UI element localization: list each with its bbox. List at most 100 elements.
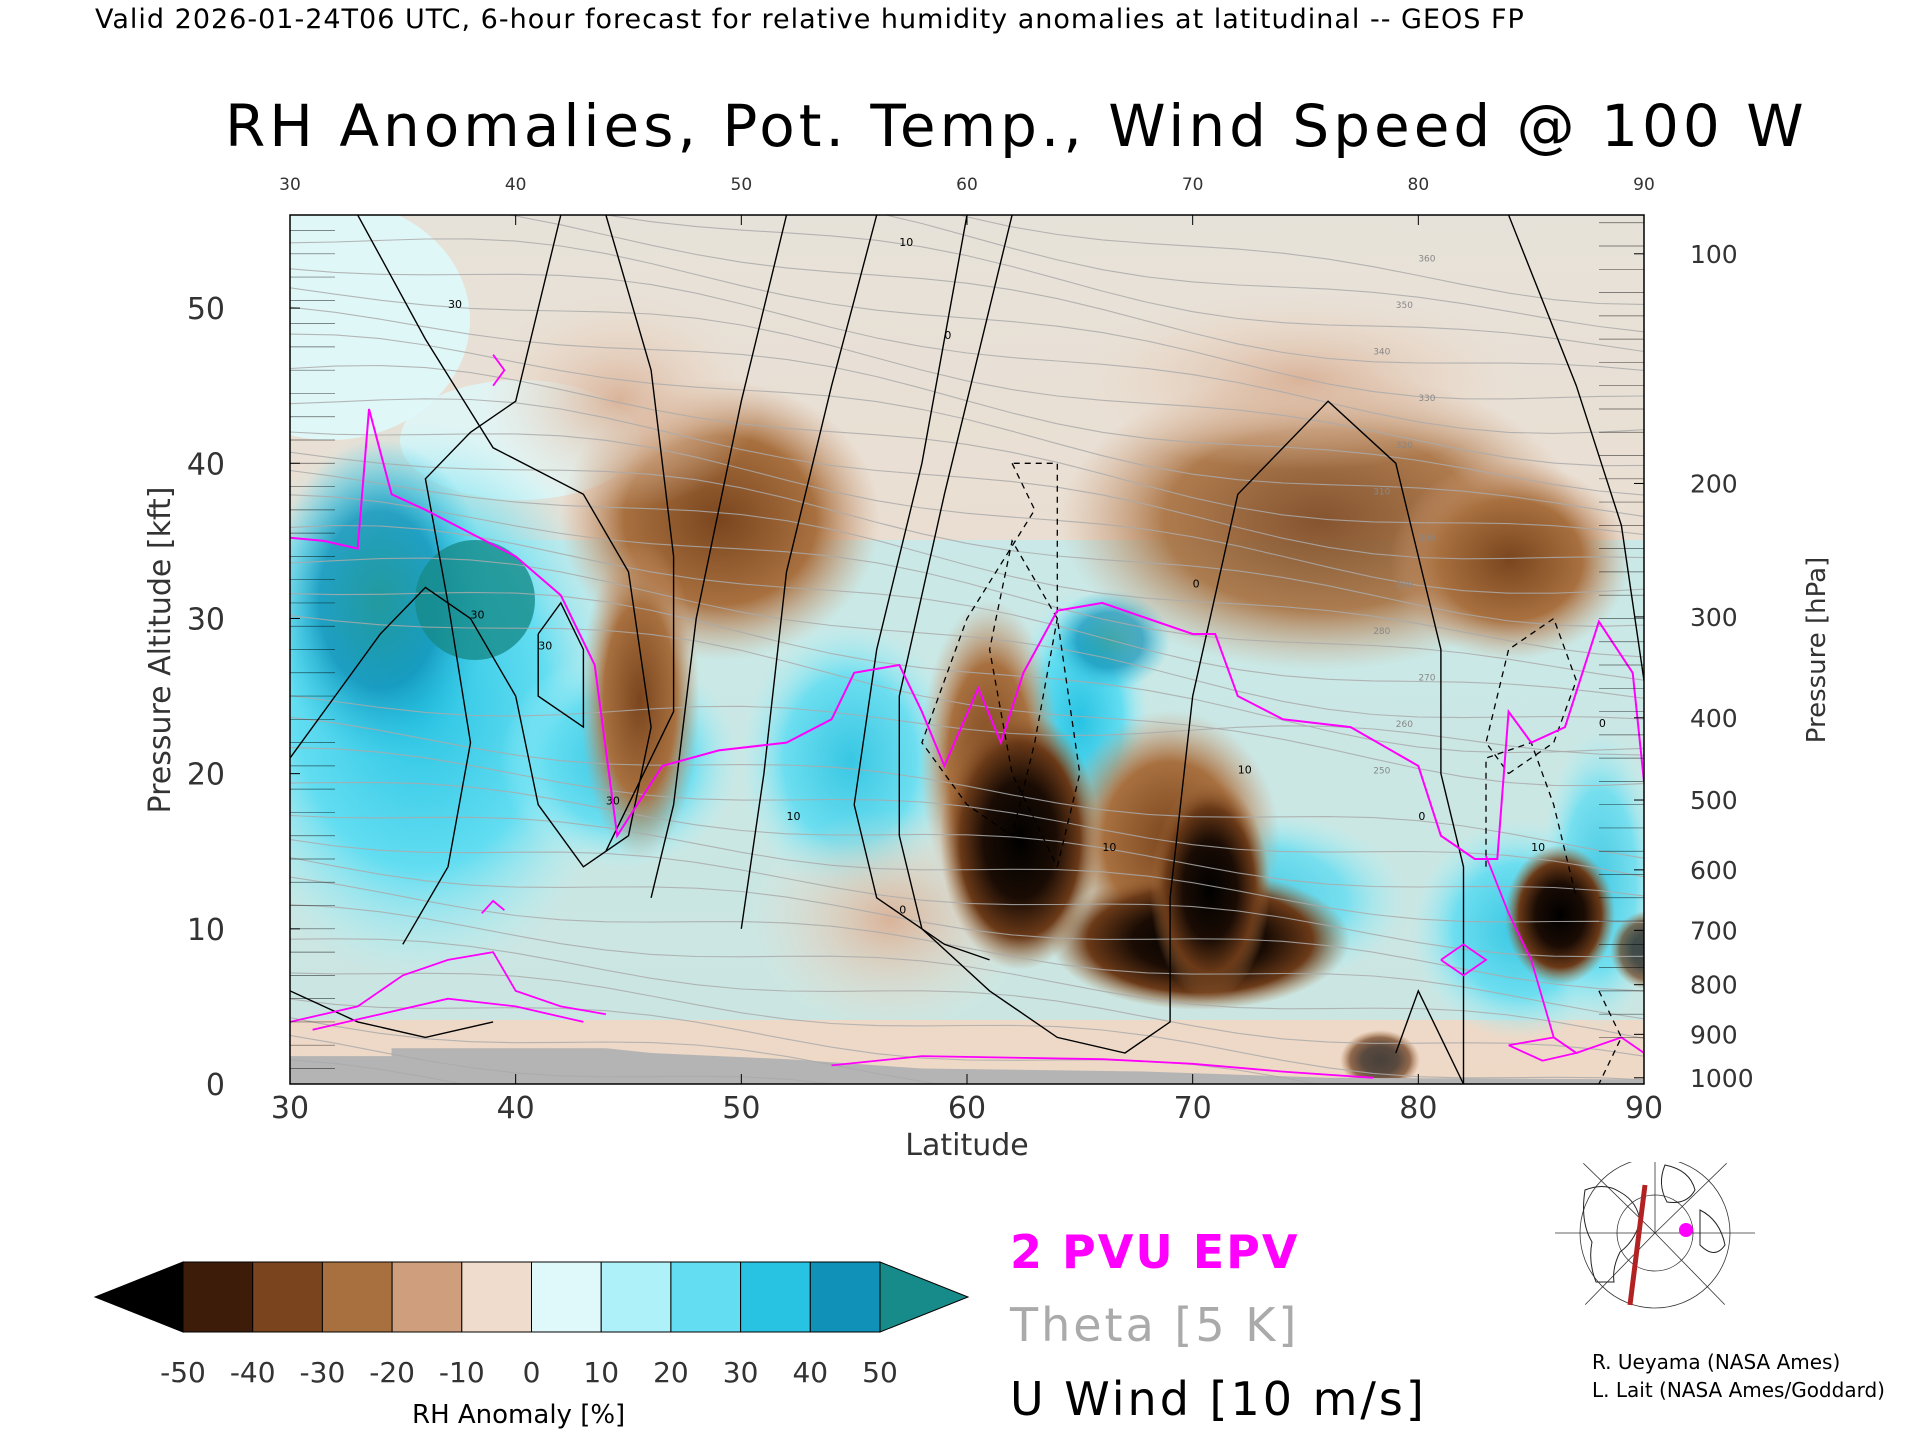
y-tick-label-right: 200 [1690, 469, 1738, 498]
theta-label: 310 [1373, 487, 1390, 497]
u-wind-label: 0 [1193, 577, 1200, 590]
u-wind-line [290, 215, 652, 868]
theta-line [290, 694, 1644, 756]
theta-label: 350 [1396, 301, 1413, 311]
x-tick-label-top: 60 [956, 175, 978, 195]
colorbar-box [600, 1261, 672, 1333]
theta-line [290, 494, 1644, 681]
u-wind-label: 10 [1531, 841, 1545, 854]
u-wind-label: 0 [899, 903, 906, 916]
theta-label: 370 [1373, 208, 1390, 218]
legend-theta: Theta [5 K] [1010, 1298, 1300, 1352]
u-wind-line [650, 215, 788, 898]
u-wind-line [740, 215, 878, 929]
colorbar-box [670, 1261, 742, 1333]
x-tick-label: 90 [1625, 1091, 1663, 1126]
theta-line [290, 364, 1644, 536]
x-tick-label-top: 50 [731, 175, 753, 195]
u-wind-negative-line [921, 462, 1058, 837]
theta-line [290, 287, 1644, 467]
colorbar-max-triangle [879, 1261, 970, 1333]
valid-time-header: Valid 2026-01-24T06 UTC, 6-hour forecast… [95, 4, 1525, 35]
u-wind-line [605, 215, 675, 852]
colorbar-tick-label: 30 [723, 1356, 759, 1389]
theta-label: 340 [1373, 348, 1390, 358]
y-tick-label-left: 20 [187, 758, 225, 793]
theta-line [290, 747, 1644, 878]
u-wind-line [290, 990, 494, 1039]
terrain-shape [290, 1048, 1644, 1084]
x-tick-label-top: 40 [505, 175, 527, 195]
u-wind-label: 30 [538, 640, 552, 653]
colorbar-box [321, 1261, 393, 1333]
colorbar-box [461, 1261, 532, 1333]
pvu-line-segment [1440, 943, 1488, 977]
pvu-line-segment [290, 951, 607, 1023]
colorbar-box [740, 1261, 811, 1333]
pvu-line [290, 408, 1644, 860]
y-tick-label-right: 800 [1690, 971, 1738, 1000]
u-wind-label: 0 [1599, 717, 1606, 730]
theta-line [290, 1017, 944, 1084]
x-tick-label: 60 [948, 1091, 986, 1126]
x-axis-label: Latitude [905, 1128, 1028, 1163]
u-wind-line [898, 215, 1465, 1084]
x-tick-label: 40 [497, 1091, 535, 1126]
y-axis-left-label: Pressure Altitude [kft] [143, 487, 178, 814]
y-tick-label-right: 1000 [1690, 1064, 1754, 1093]
theta-line [290, 333, 1644, 517]
theta-line [290, 839, 1644, 958]
theta-line [290, 469, 1644, 658]
theta-label: 260 [1396, 720, 1413, 730]
x-tick-label-top: 80 [1408, 175, 1430, 195]
legend-pvu: 2 PVU EPV [1010, 1225, 1300, 1279]
colorbar-tick-label: -50 [160, 1356, 206, 1389]
pvu-line-segment [312, 997, 584, 1031]
theta-label: 330 [1418, 394, 1435, 404]
theta-line [290, 431, 1644, 594]
chart-title: RH Anomalies, Pot. Temp., Wind Speed @ 1… [225, 92, 1808, 160]
x-tick-label-top: 70 [1182, 175, 1204, 195]
x-tick-label-top: 30 [279, 175, 301, 195]
x-tick-label: 70 [1174, 1091, 1212, 1126]
y-tick-label-left: 40 [187, 447, 225, 482]
colorbar: -50 -40 -30 -20 -10 0 10 20 30 40 50 [93, 1261, 970, 1389]
u-wind-label: 0 [944, 329, 951, 342]
x-tick-label: 30 [271, 1091, 309, 1126]
theta-label: 380 [1396, 161, 1413, 171]
x-tick-label: 80 [1399, 1091, 1437, 1126]
theta-label: 410 [1396, 22, 1413, 32]
x-tick-label: 50 [722, 1091, 760, 1126]
axes: 3030404050506060707080809090010203040501… [187, 175, 1754, 1126]
theta-line [290, 238, 1644, 400]
credit-line-2: L. Lait (NASA Ames/Goddard) [1592, 1378, 1885, 1402]
y-tick-label-right: 500 [1690, 786, 1738, 815]
theta-label: 400 [1373, 68, 1390, 78]
u-wind-label: 10 [1238, 764, 1252, 777]
u-wind-line [402, 215, 562, 945]
colorbar-tick-label: 50 [862, 1356, 898, 1389]
pvu-line-segment [831, 1055, 1374, 1079]
credit-line-1: R. Ueyama (NASA Ames) [1592, 1350, 1841, 1374]
colorbar-tick-label: -20 [369, 1356, 415, 1389]
inset-location-map [1555, 1162, 1755, 1317]
colorbar-min-triangle [93, 1261, 184, 1333]
y-tick-label-right: 600 [1690, 856, 1738, 885]
theta-line [290, 781, 1644, 897]
legend-u-wind: U Wind [10 m/s] [1010, 1372, 1427, 1426]
colorbar-tick-label: -30 [300, 1356, 346, 1389]
theta-line [290, 591, 1644, 754]
colorbar-box [531, 1261, 602, 1333]
y-tick-label-left: 10 [187, 913, 225, 948]
y-tick-label-right: 700 [1690, 916, 1738, 945]
colorbar-tick-label: -10 [439, 1356, 485, 1389]
theta-line [290, 268, 1644, 434]
u-wind-label: 10 [786, 810, 800, 823]
theta-line [290, 557, 1644, 720]
u-wind-negative-line [988, 539, 1081, 868]
y-tick-label-right: 900 [1690, 1020, 1738, 1049]
y-axis-right-label: Pressure [hPa] [1802, 557, 1832, 744]
theta-line [290, 904, 1644, 1040]
theta-label: 290 [1396, 580, 1413, 590]
